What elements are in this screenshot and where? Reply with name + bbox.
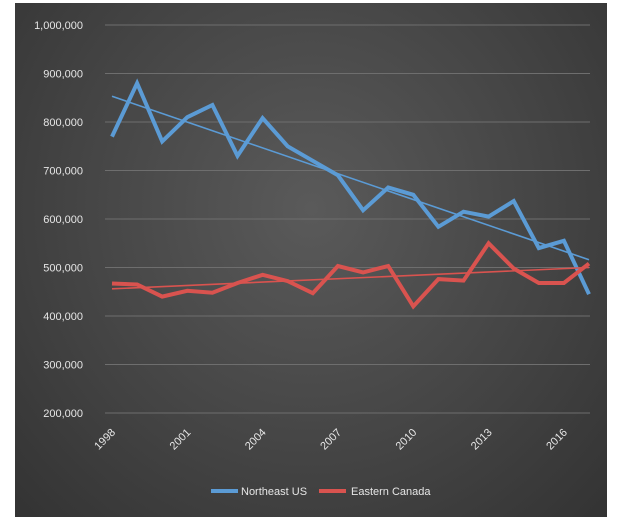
gridlines (105, 24, 590, 414)
y-tick-label: 300,000 (43, 360, 83, 372)
y-tick-label: 500,000 (43, 263, 83, 275)
y-tick-label: 700,000 (43, 166, 83, 178)
x-tick-label: 2013 (469, 427, 495, 453)
y-tick-label: 800,000 (43, 117, 83, 129)
line-chart: 200,000 300,000 400,000 500,000 600,000 700,0… (34, 20, 591, 498)
series-lines (110, 78, 591, 310)
y-tick-label: 1,000,000 (34, 20, 83, 32)
x-tick-label: 1998 (92, 427, 118, 453)
y-tick-label: 900,000 (43, 69, 83, 81)
legend: Northeast US Eastern Canada (211, 486, 431, 498)
trend-line-eastern-canada (111, 266, 590, 290)
y-tick-label: 600,000 (43, 214, 83, 226)
legend-label-northeast-us: Northeast US (241, 486, 307, 498)
x-axis-tick-labels: 1998 2001 2004 2007 2010 2013 2016 (92, 427, 570, 453)
y-tick-label: 200,000 (43, 408, 83, 420)
series-line-northeast-us (110, 78, 591, 296)
chart-frame: 200,000 300,000 400,000 500,000 600,000 700,0… (15, 3, 607, 517)
x-tick-label: 2010 (394, 427, 420, 453)
series-line-eastern-canada (111, 240, 591, 310)
x-tick-label: 2007 (318, 427, 344, 453)
y-axis-tick-labels: 200,000 300,000 400,000 500,000 600,000 700,0… (34, 20, 83, 420)
y-tick-label: 400,000 (43, 311, 83, 323)
x-tick-label: 2016 (544, 427, 570, 453)
legend-label-eastern-canada: Eastern Canada (351, 486, 431, 498)
x-tick-label: 2004 (243, 427, 269, 453)
x-tick-label: 2001 (168, 427, 194, 453)
trend-line-northeast-us (111, 95, 590, 261)
